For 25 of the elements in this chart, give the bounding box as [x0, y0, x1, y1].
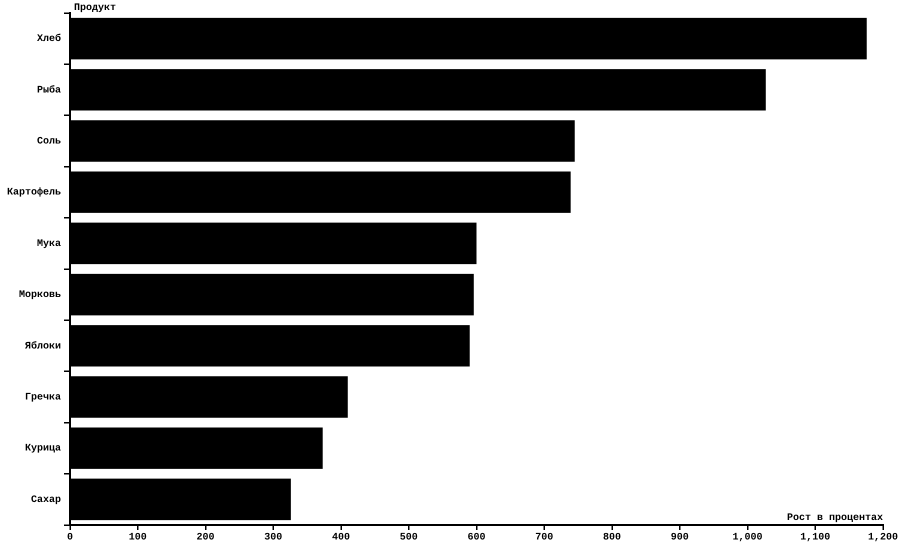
x-tick-label: 100 — [128, 532, 147, 543]
y-tick-label: Курица — [24, 444, 61, 455]
x-tick-label: 400 — [332, 532, 350, 543]
x-tick-label: 500 — [400, 532, 418, 543]
x-tick-label: 600 — [467, 532, 486, 543]
y-tick-label: Хлеб — [36, 33, 61, 46]
y-tick-label: Мука — [36, 238, 61, 250]
x-tick-label: 1,000 — [732, 532, 763, 543]
x-tick-label: 300 — [264, 532, 282, 543]
y-tick-label: Сахар — [30, 494, 61, 506]
x-tick-label: 900 — [670, 532, 689, 543]
y-tick-label: Гречка — [24, 392, 61, 404]
x-tick-label: 700 — [535, 532, 554, 543]
x-tick-label: 200 — [196, 532, 215, 543]
x-axis-title: Рост в процентах — [786, 513, 883, 524]
y-axis-title: Продукт — [74, 3, 116, 14]
y-tick-label: Морковь — [18, 290, 61, 302]
y-tick-label: Рыба — [36, 84, 61, 96]
x-tick-label: 1,100 — [800, 532, 830, 543]
y-tick-label: Картофель — [6, 186, 61, 199]
y-tick-label: Соль — [36, 136, 61, 148]
y-tick-label: Яблоки — [24, 340, 61, 352]
x-tick-label: 800 — [602, 532, 622, 543]
x-tick-label: 0 — [66, 532, 74, 543]
x-tick-label: 1,200 — [868, 532, 898, 543]
